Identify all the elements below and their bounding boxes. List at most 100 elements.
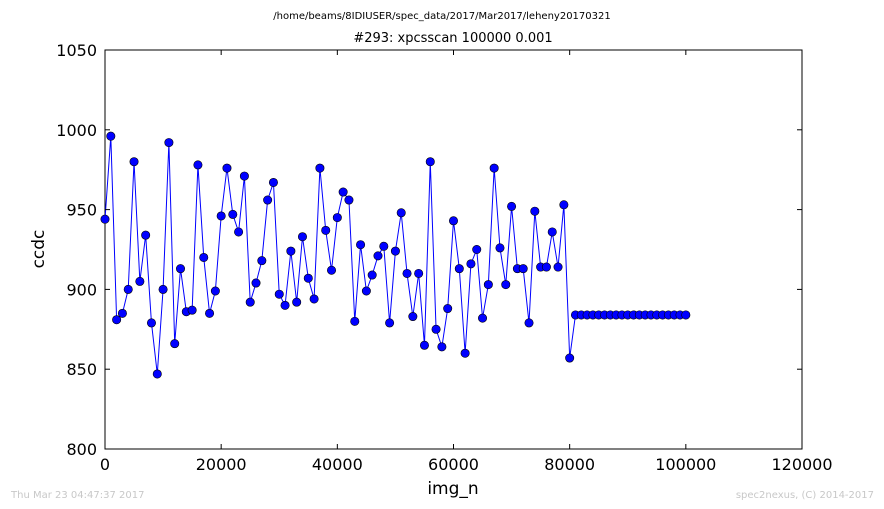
data-point bbox=[286, 246, 296, 256]
data-point bbox=[402, 268, 412, 278]
y-axis-label: ccdc bbox=[29, 230, 49, 269]
data-point bbox=[414, 268, 424, 278]
data-point bbox=[170, 339, 180, 349]
x-tick-label: 80000 bbox=[544, 455, 595, 474]
data-point bbox=[356, 240, 366, 250]
data-point bbox=[274, 289, 284, 299]
data-point bbox=[501, 280, 511, 290]
data-point bbox=[489, 163, 499, 173]
data-point bbox=[117, 308, 127, 318]
data-point bbox=[518, 264, 528, 274]
data-point bbox=[106, 131, 116, 141]
data-point bbox=[257, 256, 267, 266]
data-point bbox=[152, 369, 162, 379]
data-point bbox=[303, 273, 313, 283]
data-point bbox=[530, 206, 540, 216]
data-point bbox=[385, 318, 395, 328]
data-point bbox=[443, 304, 453, 314]
data-point bbox=[141, 230, 151, 240]
data-point bbox=[222, 163, 232, 173]
data-point bbox=[210, 286, 220, 296]
data-point bbox=[466, 259, 476, 269]
data-point bbox=[454, 264, 464, 274]
data-point bbox=[239, 171, 249, 181]
plot-frame bbox=[104, 49, 803, 450]
data-point bbox=[350, 316, 360, 326]
data-point bbox=[483, 280, 493, 290]
data-point bbox=[234, 227, 244, 237]
data-point bbox=[327, 265, 337, 275]
data-point bbox=[164, 138, 174, 148]
data-point bbox=[297, 232, 307, 242]
data-point bbox=[541, 262, 551, 272]
x-axis-label: img_n bbox=[427, 479, 478, 499]
data-point bbox=[460, 348, 470, 358]
y-tick-label: 1050 bbox=[56, 41, 97, 60]
data-point bbox=[408, 312, 418, 322]
y-tick-label: 850 bbox=[66, 360, 97, 379]
data-point bbox=[309, 294, 319, 304]
data-point bbox=[419, 340, 429, 350]
data-point bbox=[681, 310, 691, 320]
chart-title: #293: xpcsscan 100000 0.001 bbox=[353, 31, 552, 46]
data-point bbox=[373, 251, 383, 261]
x-tick-label: 60000 bbox=[428, 455, 479, 474]
data-series bbox=[100, 131, 691, 379]
data-point bbox=[565, 353, 575, 363]
data-point bbox=[146, 318, 156, 328]
data-point bbox=[390, 246, 400, 256]
data-point bbox=[344, 195, 354, 205]
data-point bbox=[263, 195, 273, 205]
data-point bbox=[379, 241, 389, 251]
data-point bbox=[100, 214, 110, 224]
data-point bbox=[135, 276, 145, 286]
data-point bbox=[228, 209, 238, 219]
file-path-header: /home/beams/8IDIUSER/spec_data/2017/Mar2… bbox=[273, 11, 610, 22]
plot-area bbox=[104, 49, 803, 450]
data-point bbox=[112, 315, 122, 325]
y-tick-label: 900 bbox=[66, 280, 97, 299]
data-point bbox=[321, 225, 331, 235]
data-point bbox=[193, 160, 203, 170]
footer-copyright: spec2nexus, (C) 2014-2017 bbox=[735, 490, 874, 501]
data-point bbox=[280, 300, 290, 310]
data-point bbox=[245, 297, 255, 307]
data-point bbox=[205, 308, 215, 318]
data-point bbox=[495, 243, 505, 253]
data-point bbox=[268, 177, 278, 187]
data-point bbox=[547, 227, 557, 237]
data-point bbox=[524, 318, 534, 328]
y-tick-label: 1000 bbox=[56, 121, 97, 140]
data-point bbox=[431, 324, 441, 334]
data-point bbox=[332, 213, 342, 223]
data-point bbox=[315, 163, 325, 173]
data-point bbox=[158, 284, 168, 294]
data-point bbox=[187, 305, 197, 315]
data-point bbox=[292, 297, 302, 307]
data-point bbox=[437, 342, 447, 352]
data-point bbox=[216, 211, 226, 221]
data-point bbox=[123, 284, 133, 294]
x-tick-label: 20000 bbox=[196, 455, 247, 474]
data-point bbox=[553, 262, 563, 272]
data-point bbox=[396, 208, 406, 218]
data-point bbox=[478, 313, 488, 323]
data-point bbox=[559, 200, 569, 210]
axis-ticks: 0 20000 40000 60000 80000 100000 120000 800 850 9… bbox=[56, 41, 832, 474]
data-point bbox=[176, 264, 186, 274]
data-point bbox=[507, 201, 517, 211]
data-point bbox=[361, 286, 371, 296]
data-point bbox=[338, 187, 348, 197]
footer-timestamp: Thu Mar 23 04:47:37 2017 bbox=[11, 490, 145, 501]
y-tick-label: 800 bbox=[66, 440, 97, 459]
x-tick-label: 120000 bbox=[771, 455, 832, 474]
x-tick-label: 40000 bbox=[312, 455, 363, 474]
data-point bbox=[425, 157, 435, 167]
y-tick-label: 950 bbox=[66, 201, 97, 220]
data-point bbox=[251, 278, 261, 288]
x-tick-label: 0 bbox=[100, 455, 110, 474]
data-point bbox=[367, 270, 377, 280]
data-point bbox=[199, 252, 209, 262]
data-point bbox=[448, 216, 458, 226]
